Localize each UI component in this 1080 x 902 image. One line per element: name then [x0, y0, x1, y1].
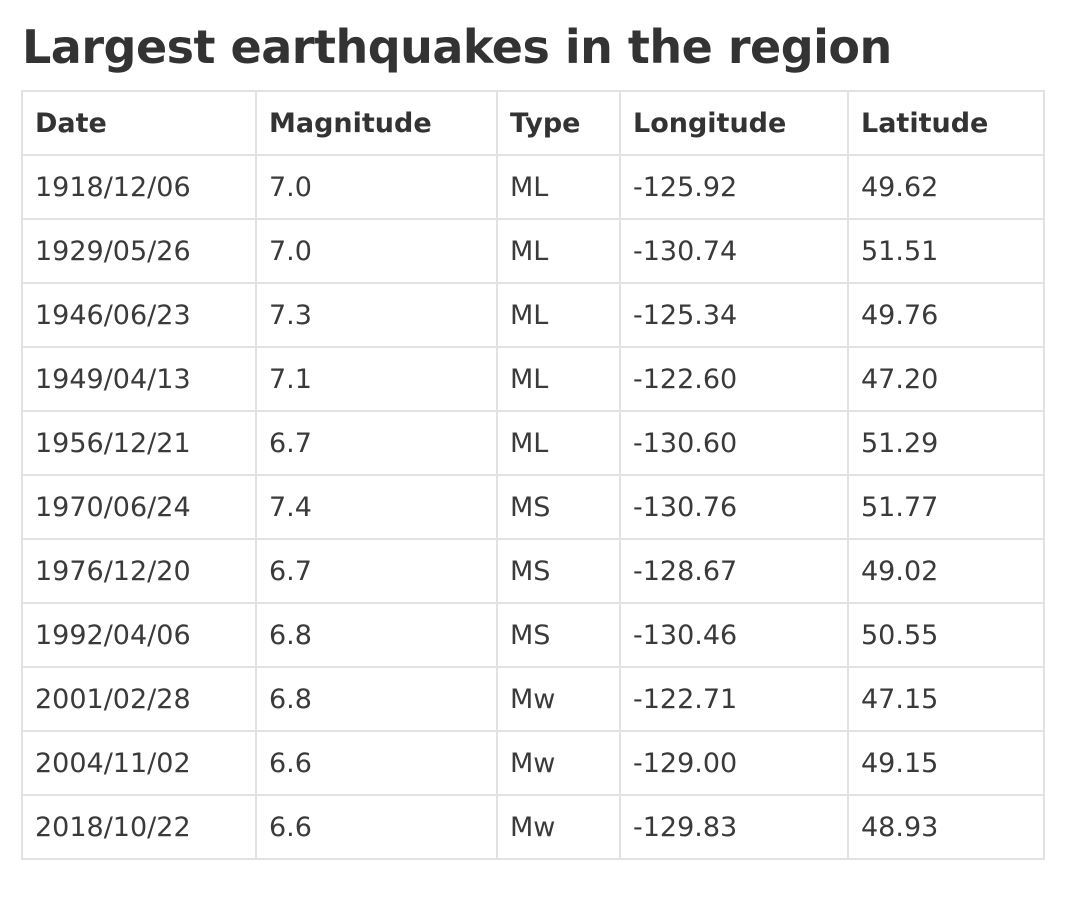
- cell-longitude: -130.60: [619, 410, 849, 476]
- cell-type: Mw: [496, 730, 621, 796]
- cell-latitude: 49.76: [847, 282, 1045, 348]
- cell-latitude: 49.62: [847, 154, 1045, 220]
- cell-longitude: -125.34: [619, 282, 849, 348]
- cell-date: 1956/12/21: [21, 410, 257, 476]
- cell-type: ML: [496, 346, 621, 412]
- cell-magnitude: 7.0: [255, 218, 498, 284]
- cell-date: 2001/02/28: [21, 666, 257, 732]
- cell-latitude: 48.93: [847, 794, 1045, 860]
- cell-type: ML: [496, 282, 621, 348]
- cell-type: Mw: [496, 666, 621, 732]
- cell-latitude: 50.55: [847, 602, 1045, 668]
- cell-type: ML: [496, 154, 621, 220]
- cell-longitude: -130.76: [619, 474, 849, 540]
- table-row: 1929/05/26 7.0 ML -130.74 51.51: [21, 218, 1045, 284]
- page-title: Largest earthquakes in the region: [22, 20, 892, 74]
- header-row: Date Magnitude Type Longitude Latitude: [21, 90, 1045, 156]
- cell-longitude: -128.67: [619, 538, 849, 604]
- column-header-longitude: Longitude: [619, 90, 849, 156]
- cell-date: 1970/06/24: [21, 474, 257, 540]
- cell-latitude: 51.29: [847, 410, 1045, 476]
- cell-type: MS: [496, 474, 621, 540]
- cell-magnitude: 6.8: [255, 602, 498, 668]
- table-row: 2018/10/22 6.6 Mw -129.83 48.93: [21, 794, 1045, 860]
- table-row: 1918/12/06 7.0 ML -125.92 49.62: [21, 154, 1045, 220]
- cell-date: 1929/05/26: [21, 218, 257, 284]
- cell-date: 2004/11/02: [21, 730, 257, 796]
- table-row: 2001/02/28 6.8 Mw -122.71 47.15: [21, 666, 1045, 732]
- cell-latitude: 49.15: [847, 730, 1045, 796]
- cell-latitude: 47.15: [847, 666, 1045, 732]
- table-row: 1992/04/06 6.8 MS -130.46 50.55: [21, 602, 1045, 668]
- cell-type: Mw: [496, 794, 621, 860]
- cell-date: 2018/10/22: [21, 794, 257, 860]
- table-row: 1956/12/21 6.7 ML -130.60 51.29: [21, 410, 1045, 476]
- column-header-magnitude: Magnitude: [255, 90, 498, 156]
- cell-magnitude: 6.6: [255, 794, 498, 860]
- cell-latitude: 51.77: [847, 474, 1045, 540]
- table-row: 1946/06/23 7.3 ML -125.34 49.76: [21, 282, 1045, 348]
- cell-longitude: -125.92: [619, 154, 849, 220]
- earthquakes-table: Date Magnitude Type Longitude Latitude 1918/…: [21, 90, 1045, 860]
- cell-type: MS: [496, 602, 621, 668]
- table-header: Date Magnitude Type Longitude Latitude: [21, 90, 1045, 156]
- table-row: 1976/12/20 6.7 MS -128.67 49.02: [21, 538, 1045, 604]
- cell-latitude: 47.20: [847, 346, 1045, 412]
- table-body: 1918/12/06 7.0 ML -125.92 49.62 1929/05/26 7.0…: [21, 154, 1045, 860]
- cell-magnitude: 6.6: [255, 730, 498, 796]
- cell-longitude: -129.00: [619, 730, 849, 796]
- cell-longitude: -122.60: [619, 346, 849, 412]
- cell-type: ML: [496, 218, 621, 284]
- cell-date: 1918/12/06: [21, 154, 257, 220]
- table-row: 1949/04/13 7.1 ML -122.60 47.20: [21, 346, 1045, 412]
- cell-latitude: 49.02: [847, 538, 1045, 604]
- cell-magnitude: 7.4: [255, 474, 498, 540]
- table-row: 1970/06/24 7.4 MS -130.76 51.77: [21, 474, 1045, 540]
- cell-magnitude: 6.8: [255, 666, 498, 732]
- cell-magnitude: 6.7: [255, 410, 498, 476]
- column-header-date: Date: [21, 90, 257, 156]
- column-header-latitude: Latitude: [847, 90, 1045, 156]
- cell-date: 1992/04/06: [21, 602, 257, 668]
- cell-magnitude: 7.3: [255, 282, 498, 348]
- cell-magnitude: 6.7: [255, 538, 498, 604]
- cell-type: MS: [496, 538, 621, 604]
- cell-latitude: 51.51: [847, 218, 1045, 284]
- cell-longitude: -130.74: [619, 218, 849, 284]
- cell-longitude: -130.46: [619, 602, 849, 668]
- column-header-type: Type: [496, 90, 621, 156]
- cell-longitude: -122.71: [619, 666, 849, 732]
- cell-date: 1946/06/23: [21, 282, 257, 348]
- table-row: 2004/11/02 6.6 Mw -129.00 49.15: [21, 730, 1045, 796]
- cell-magnitude: 7.1: [255, 346, 498, 412]
- cell-date: 1949/04/13: [21, 346, 257, 412]
- cell-longitude: -129.83: [619, 794, 849, 860]
- cell-magnitude: 7.0: [255, 154, 498, 220]
- cell-type: ML: [496, 410, 621, 476]
- cell-date: 1976/12/20: [21, 538, 257, 604]
